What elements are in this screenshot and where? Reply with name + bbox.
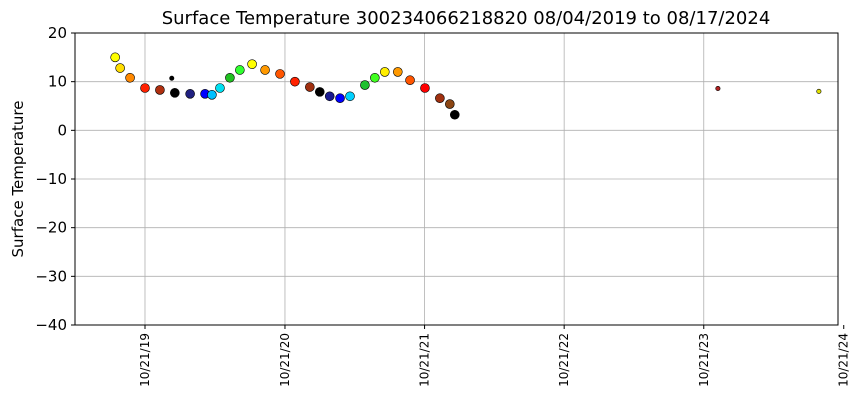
point bbox=[420, 83, 430, 93]
point bbox=[170, 88, 180, 98]
point bbox=[185, 89, 195, 99]
x-tick-label: 10/21/21 bbox=[418, 333, 432, 387]
point bbox=[169, 75, 175, 81]
point bbox=[324, 91, 335, 102]
point bbox=[275, 69, 285, 79]
x-tick-label: 10/21/24 bbox=[837, 333, 851, 387]
point bbox=[115, 63, 125, 73]
point bbox=[207, 90, 217, 100]
point bbox=[379, 67, 390, 77]
point bbox=[816, 88, 822, 94]
y-tick-label: −20 bbox=[35, 219, 67, 237]
point bbox=[125, 72, 135, 83]
point bbox=[260, 65, 270, 75]
point bbox=[445, 99, 455, 109]
x-tick-label: 10/21/23 bbox=[697, 333, 711, 387]
x-tick-label: 10/21/22 bbox=[557, 333, 571, 387]
y-tick-label: 10 bbox=[48, 73, 67, 91]
point bbox=[140, 83, 150, 93]
point bbox=[155, 85, 165, 95]
point bbox=[335, 93, 345, 104]
y-axis-label: Surface Temperature bbox=[9, 101, 27, 258]
x-tick-label: 10/21/19 bbox=[138, 333, 152, 387]
point bbox=[215, 83, 225, 93]
point bbox=[305, 82, 315, 92]
plot-frame bbox=[74, 32, 839, 326]
x-tick-label: 10/21/20 bbox=[278, 333, 292, 387]
point bbox=[110, 52, 120, 63]
point bbox=[392, 67, 403, 77]
point bbox=[435, 93, 445, 104]
point bbox=[314, 87, 325, 97]
point bbox=[405, 75, 415, 86]
point bbox=[235, 65, 245, 75]
y-tick-label: 0 bbox=[57, 121, 67, 139]
y-tick-label: −10 bbox=[35, 170, 67, 188]
y-tick-label: −40 bbox=[35, 316, 67, 334]
point bbox=[290, 76, 300, 87]
y-tick-label: −30 bbox=[35, 267, 67, 285]
point bbox=[449, 109, 460, 120]
point bbox=[370, 72, 380, 83]
chart-title: Surface Temperature 300234066218820 08/0… bbox=[162, 8, 771, 29]
point bbox=[360, 80, 370, 90]
point bbox=[247, 59, 257, 69]
point bbox=[225, 72, 235, 83]
point bbox=[715, 85, 721, 91]
y-tick-label: 20 bbox=[48, 24, 67, 42]
point bbox=[345, 91, 355, 102]
